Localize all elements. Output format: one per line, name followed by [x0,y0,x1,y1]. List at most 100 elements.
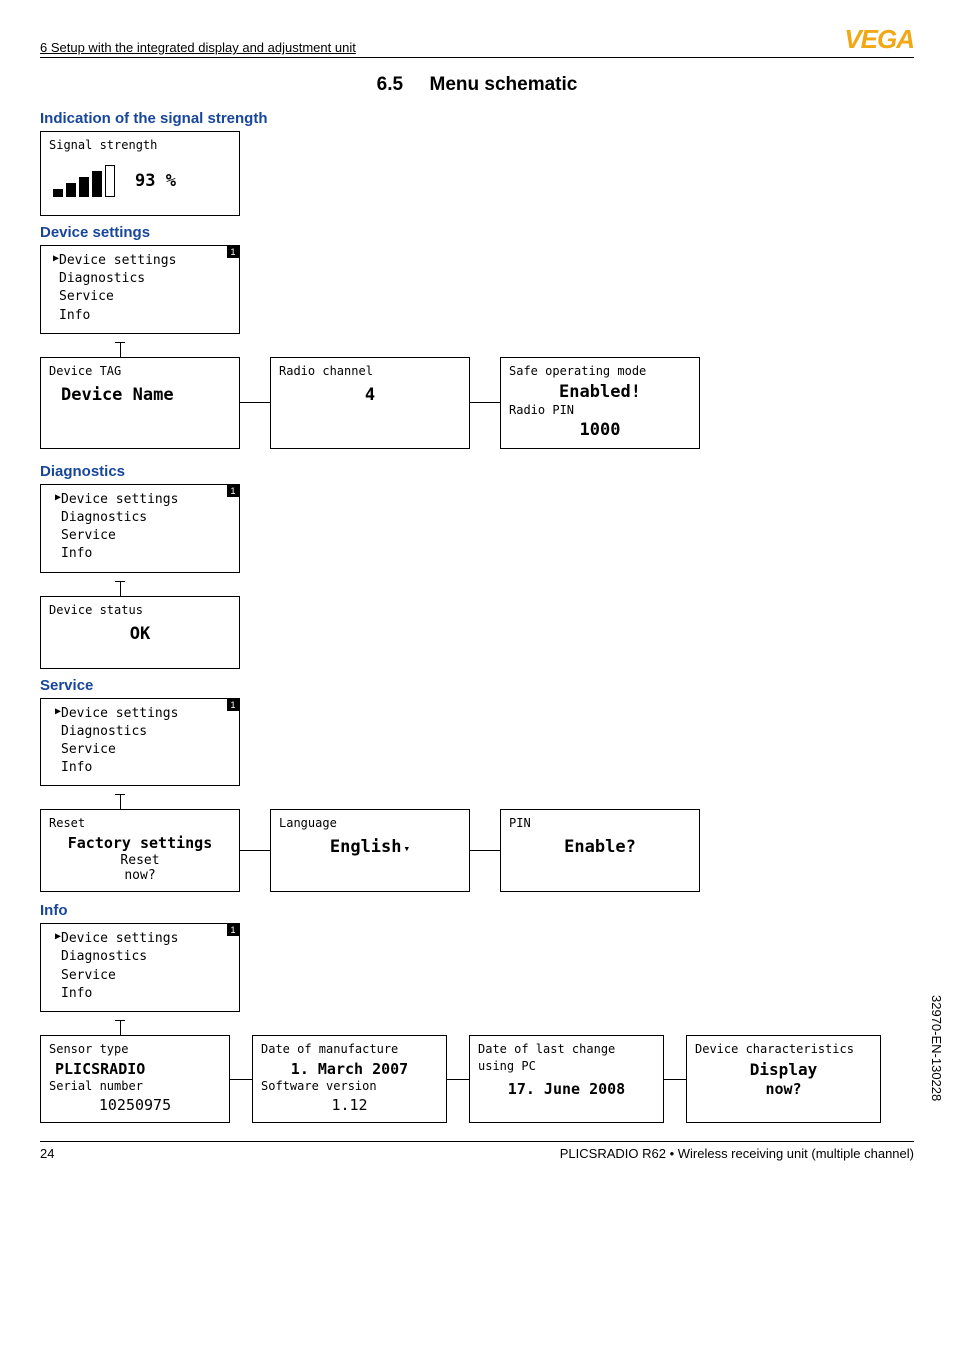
device-tag-panel: Device TAG Device Name [40,357,240,449]
lastchange-date: 17. June 2008 [478,1076,655,1102]
radio-pin-value: 1000 [509,420,691,440]
breadcrumb: 6 Setup with the integrated display and … [40,40,356,55]
panel-title: Date of manufacture [261,1042,438,1056]
menu-item[interactable]: Device settings [49,930,231,948]
serial-number: 10250975 [49,1096,221,1114]
connector [664,1079,686,1080]
panel-title: Radio channel [279,364,461,378]
signal-panel-title: Signal strength [49,138,231,152]
diagnostics-heading: Diagnostics [40,463,914,480]
lastchange-panel: Date of last change using PC 17. June 20… [469,1035,664,1123]
page-number: 24 [40,1146,54,1161]
connector [240,850,270,851]
signal-panel: Signal strength 93 % [40,131,240,216]
device-status-value: OK [49,620,231,648]
service-row: Reset Factory settings Reset now? Langua… [40,809,914,892]
menu-item[interactable]: Device settings [47,252,231,270]
panel-title: Device status [49,603,231,617]
page-header: 6 Setup with the integrated display and … [40,24,914,58]
manufacture-date: 1. March 2007 [261,1059,438,1079]
reset-panel: Reset Factory settings Reset now? [40,809,240,892]
footer-product: PLICSRADIO R62 • Wireless receiving unit… [560,1146,914,1161]
connector [447,1079,469,1080]
panel-title: Language [279,816,461,830]
page: 6 Setup with the integrated display and … [0,0,954,1171]
service-heading: Service [40,677,914,694]
menu-item[interactable]: Info [49,545,231,563]
menu-item[interactable]: Info [49,759,231,777]
panel-title: PIN [509,816,691,830]
safe-mode-panel: Safe operating mode Enabled! Radio PIN 1… [500,357,700,449]
menu-item[interactable]: Diagnostics [49,948,231,966]
signal-bars-icon [53,165,115,197]
pin-panel: PIN Enable? [500,809,700,892]
panel-title: Safe operating mode [509,364,691,378]
sensor-panel: Sensor type PLICSRADIO Serial number 102… [40,1035,230,1123]
language-dropdown[interactable]: English [330,837,410,857]
language-value[interactable]: English [279,833,461,861]
sensor-type: PLICSRADIO [49,1059,221,1079]
menu-item[interactable]: Diagnostics [49,723,231,741]
diagnostics-menu: 1 Device settings Diagnostics Service In… [40,484,240,573]
menu-item[interactable]: Service [49,527,231,545]
device-name: Device Name [49,381,231,409]
panel-title-line2: using PC [478,1059,655,1073]
signal-value: 93 % [135,171,176,191]
menu-item[interactable]: Service [49,741,231,759]
service-menu: 1 Device settings Diagnostics Service In… [40,698,240,787]
connector [470,402,500,403]
characteristics-line: now? [695,1080,872,1098]
connector [240,402,270,403]
panel-title: Device characteristics [695,1042,872,1056]
section-text: Menu schematic [430,74,578,95]
language-panel: Language English [270,809,470,892]
section-number: 6.5 [377,74,403,95]
doc-id-vertical: 32970-EN-130228 [929,995,944,1101]
signal-row: 93 % [49,155,231,207]
menu-item[interactable]: Diagnostics [49,509,231,527]
signal-heading: Indication of the signal strength [40,110,914,127]
radio-pin-label: Radio PIN [509,403,691,417]
device-settings-heading: Device settings [40,224,914,241]
sw-label: Software version [261,1079,438,1093]
panel-title: Device TAG [49,364,231,378]
menu-item[interactable]: Info [47,307,231,325]
characteristics-panel: Device characteristics Display now? [686,1035,881,1123]
logo-text: VEGA [844,24,914,55]
device-settings-row: Device TAG Device Name Radio channel 4 S… [40,357,914,449]
panel-title-line1: Date of last change [478,1042,655,1056]
info-menu: 1 Device settings Diagnostics Service In… [40,923,240,1012]
menu-item[interactable]: Service [47,288,231,306]
connector [230,1079,252,1080]
device-settings-menu: 1 Device settings Diagnostics Service In… [40,245,240,334]
panel-title: Reset [49,816,231,830]
page-footer: 24 PLICSRADIO R62 • Wireless receiving u… [40,1141,914,1161]
menu-item[interactable]: Device settings [49,491,231,509]
menu-item[interactable]: Info [49,985,231,1003]
menu-item[interactable]: Diagnostics [47,270,231,288]
safe-mode-value: Enabled! [509,381,691,403]
characteristics-value: Display [695,1059,872,1080]
menu-item[interactable]: Service [49,967,231,985]
reset-line: now? [49,868,231,883]
pin-value: Enable? [509,833,691,861]
info-heading: Info [40,902,914,919]
radio-channel-value: 4 [279,381,461,409]
radio-channel-panel: Radio channel 4 [270,357,470,449]
brand-logo: VEGA [844,24,914,55]
manufacture-panel: Date of manufacture 1. March 2007 Softwa… [252,1035,447,1123]
connector [120,343,914,357]
connector [470,850,500,851]
connector [120,1021,914,1035]
device-status-panel: Device status OK [40,596,240,669]
connector [120,795,914,809]
sw-value: 1.12 [261,1096,438,1114]
section-title: 6.5 Menu schematic [40,74,914,96]
menu-item[interactable]: Device settings [49,705,231,723]
reset-line: Reset [49,853,231,868]
info-row: Sensor type PLICSRADIO Serial number 102… [40,1035,914,1123]
panel-title: Sensor type [49,1042,221,1056]
serial-label: Serial number [49,1079,221,1093]
factory-settings: Factory settings [49,833,231,853]
connector [120,582,914,596]
